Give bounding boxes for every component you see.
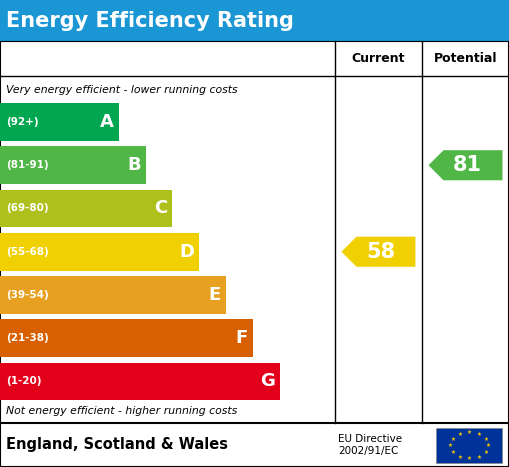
Text: Not energy efficient - higher running costs: Not energy efficient - higher running co… [6,406,237,417]
Text: EU Directive
2002/91/EC: EU Directive 2002/91/EC [338,434,403,456]
Text: ★: ★ [483,437,488,442]
Text: E: E [209,286,221,304]
Text: C: C [154,199,167,218]
Text: (69-80): (69-80) [6,204,49,213]
Text: Very energy efficient - lower running costs: Very energy efficient - lower running co… [6,85,238,95]
Text: A: A [100,113,114,131]
Text: F: F [236,329,248,347]
Bar [436,428,502,463]
Text: (92+): (92+) [6,117,39,127]
Text: B: B [127,156,140,174]
Text: ★: ★ [448,443,453,448]
Text: ★: ★ [450,437,456,442]
Text: ★: ★ [467,456,472,461]
Polygon shape [429,150,502,180]
Bar [0,190,173,227]
Bar [0,276,226,314]
Bar [0,233,200,270]
Text: ★: ★ [450,450,456,455]
Text: ★: ★ [483,450,488,455]
Text: ★: ★ [486,443,491,448]
Text: 81: 81 [453,155,482,175]
Text: ★: ★ [458,432,462,437]
Text: (1-20): (1-20) [6,376,42,386]
Text: ★: ★ [476,432,481,437]
Text: D: D [179,243,194,261]
Bar [0,103,119,141]
Text: ★: ★ [476,454,481,460]
Polygon shape [342,237,415,267]
Text: Current: Current [352,52,405,65]
Text: (81-91): (81-91) [6,160,49,170]
Bar [0,362,279,400]
Text: (21-38): (21-38) [6,333,49,343]
Text: ★: ★ [467,430,472,435]
Bar [0,319,253,357]
Text: England, Scotland & Wales: England, Scotland & Wales [6,437,228,453]
Text: Energy Efficiency Rating: Energy Efficiency Rating [6,11,294,30]
Bar [0,0,509,41]
Text: (39-54): (39-54) [6,290,49,300]
Text: Potential: Potential [434,52,497,65]
Text: 58: 58 [366,242,395,262]
Text: G: G [260,372,274,390]
Bar [0,147,146,184]
Text: (55-68): (55-68) [6,247,49,257]
Text: ★: ★ [458,454,462,460]
